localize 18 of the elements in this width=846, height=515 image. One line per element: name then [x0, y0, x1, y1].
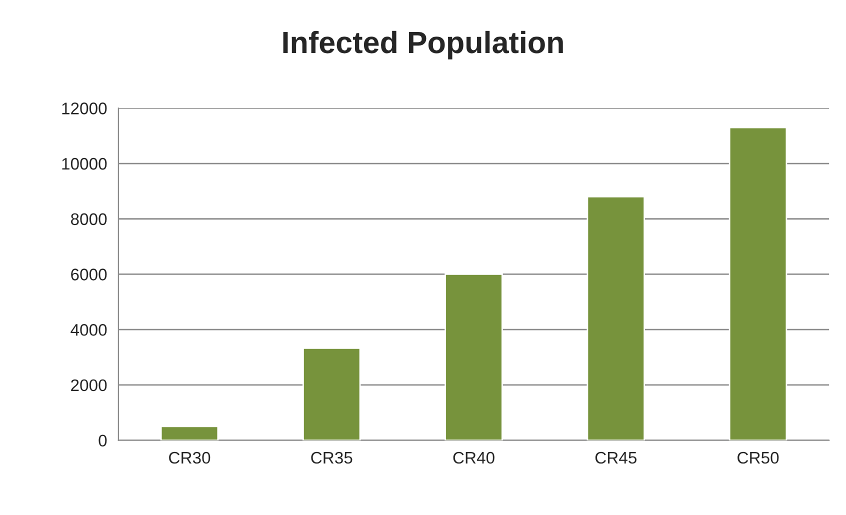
bar: [160, 426, 219, 440]
bar: [586, 196, 646, 440]
y-tick-label: 4000: [70, 324, 107, 336]
x-tick-label: CR30: [169, 452, 210, 464]
bar: [302, 347, 361, 440]
y-tick-label: 12000: [62, 102, 107, 114]
x-tick-label: CR50: [738, 452, 779, 464]
bar: [728, 126, 788, 440]
bar: [444, 274, 503, 440]
y-tick-label: 2000: [71, 379, 107, 392]
y-tick-label: 8000: [70, 213, 107, 226]
y-tick-label: 10000: [62, 158, 107, 170]
x-tick-label: CR45: [595, 452, 636, 464]
x-tick-label: CR35: [311, 452, 352, 464]
y-tick-label: 0: [98, 434, 107, 447]
chart-title: Infected Population: [283, 30, 563, 60]
y-tick-label: 6000: [71, 268, 107, 280]
x-tick-label: CR40: [453, 452, 494, 464]
